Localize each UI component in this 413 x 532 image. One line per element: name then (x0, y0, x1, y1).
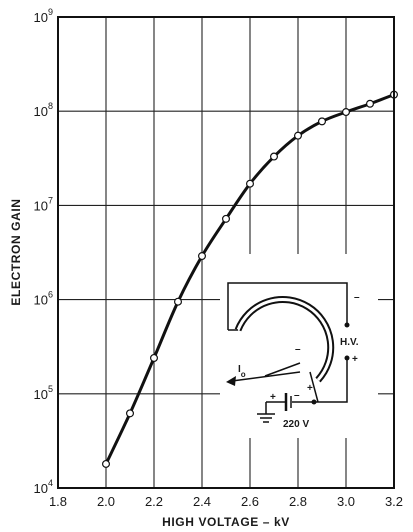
data-point (366, 99, 375, 108)
hv-plus-label: + (352, 354, 358, 365)
current-arrow-head (226, 376, 236, 386)
data-point (101, 459, 110, 468)
data-point (222, 214, 231, 223)
collector-plate (264, 362, 301, 377)
x-tick-label: 2.0 (97, 494, 115, 509)
tube-minus-label: – (295, 344, 301, 355)
x-tick-label: 3.2 (385, 494, 403, 509)
y-tick-label: 108 (34, 101, 53, 119)
y-tick-label: 104 (34, 478, 53, 496)
collector-node (311, 399, 317, 405)
data-point (246, 179, 255, 188)
hv-label: H.V. (340, 337, 359, 348)
x-tick-label: 2.8 (289, 494, 307, 509)
data-point (174, 297, 183, 306)
inset-background (220, 254, 378, 438)
data-points (101, 90, 399, 468)
grid (58, 17, 394, 488)
hv-plus-terminal (344, 355, 350, 361)
data-point (294, 131, 303, 140)
data-point (125, 409, 134, 418)
y-tick-labels: 104 105 106 107 108 109 (34, 7, 53, 496)
data-point (150, 353, 159, 362)
x-tick-label: 1.8 (49, 494, 67, 509)
inset-top-wire (227, 282, 348, 330)
x-tick-label: 3.0 (337, 494, 355, 509)
data-point (270, 152, 279, 161)
data-point (342, 108, 351, 117)
x-tick-label: 2.4 (193, 494, 211, 509)
collector-lead (309, 371, 319, 403)
battery-plus-label: + (270, 392, 276, 403)
inset-circuit: Io – H.V. + – + + – 220 V (220, 254, 378, 438)
hv-minus-label: – (354, 292, 360, 303)
y-axis-label: ELECTRON GAIN (9, 198, 23, 305)
battery-minus-label: – (294, 390, 300, 401)
data-point (198, 252, 207, 261)
data-point (318, 117, 327, 126)
tube-plus-label: + (307, 383, 313, 394)
dynode-arc-inner (236, 297, 333, 382)
y-tick-label: 106 (34, 290, 53, 308)
y-tick-label: 105 (34, 384, 53, 402)
current-label: Io (238, 364, 246, 379)
plot-frame (57, 16, 395, 489)
current-arrow-line (231, 371, 301, 382)
y-tick-label: 109 (34, 7, 53, 25)
x-axis-label: HIGH VOLTAGE – kV (162, 515, 290, 529)
battery-voltage-label: 220 V (283, 419, 309, 430)
x-tick-labels: 1.8 2.0 2.2 2.4 2.6 2.8 3.0 3.2 (49, 494, 403, 509)
hv-minus-terminal (344, 322, 350, 328)
x-tick-label: 2.2 (145, 494, 163, 509)
x-tick-label: 2.6 (241, 494, 259, 509)
y-tick-label: 107 (34, 195, 53, 213)
